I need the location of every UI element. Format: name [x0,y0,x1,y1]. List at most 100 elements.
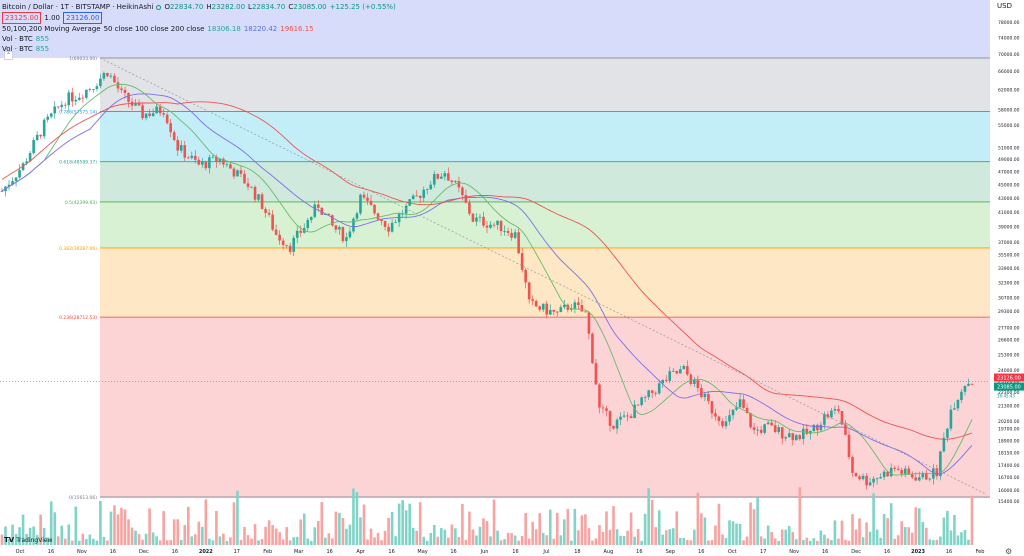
volume-bar [520,535,524,545]
x-axis-tick: 16 [48,549,54,555]
volume-bar [253,524,257,545]
y-axis-tick: 16000.00 [998,488,1020,494]
candle-body [893,467,896,469]
volume-bar [250,538,253,545]
volume-bar [844,539,847,545]
candle-body [99,78,102,87]
candle-body [717,416,721,422]
volume-legend-row-2[interactable]: Vol · BTC 855 [2,44,396,54]
volume-bar [338,512,341,545]
volume-bar [559,535,563,545]
candle-body [454,181,457,183]
volume-bar [383,530,387,545]
volume-bar [113,505,116,545]
volume-bar [524,512,527,545]
volume-bar [900,521,904,545]
fib-label: 0(15613.06) [69,495,97,501]
volume-bar [18,527,21,545]
ma-legend-row[interactable]: 50,100,200 Moving Average 50 close 100 c… [2,24,396,34]
candle-body [738,399,742,408]
candle-body [963,385,967,392]
tradingview-logo[interactable]: TV TradingView [4,536,52,544]
volume-bar [710,540,714,545]
volume-bar [123,509,127,545]
volume-value-1: 855 [35,35,50,43]
ma50-value: 18306.18 [207,25,241,33]
volume-bar [598,525,601,545]
buy-price-button[interactable]: 23126.00 [63,12,103,24]
candle-body [327,213,331,216]
candle-body [208,157,211,169]
y-axis-tick: 18900.00 [998,439,1020,445]
volume-bar [74,506,78,545]
candle-body [879,477,882,479]
candle-body [11,181,14,185]
ohlc-high: H23282.00 [206,3,246,11]
volume-legend-row-1[interactable]: Vol · BTC 855 [2,34,396,44]
volume-bar [717,503,721,545]
volume-bar [345,528,348,545]
fib-band-left [0,317,100,498]
volume-bar [496,530,499,545]
candle-body [197,159,201,165]
volume-bar [130,527,134,545]
ma-params: 50 close 100 close 200 close [103,25,205,33]
candle-body [612,425,615,429]
candle-body [250,186,253,188]
volume-bar [482,518,485,545]
volume-bar [682,538,686,545]
volume-bar [127,519,130,545]
candle-body [264,208,267,213]
sell-price-button[interactable]: 23125.00 [2,12,42,24]
collapse-legend-button[interactable]: ⌃ [4,51,13,60]
volume-bar [552,538,556,545]
candle-body [144,113,148,119]
volume-bar [566,508,570,545]
candle-body [215,156,218,162]
candle-body [742,399,745,408]
volume-bar [707,540,710,545]
candle-body [903,468,907,474]
volume-bar [475,535,478,545]
candle-body [390,222,394,232]
candle-body [468,202,471,214]
volume-bar [120,507,123,545]
gear-icon[interactable]: ⚙ [1005,547,1013,556]
x-axis-tick: 16 [326,549,332,555]
volume-bar [158,540,162,545]
volume-bar [422,536,426,545]
candle-body [299,230,303,233]
x-axis-tick: 16 [636,549,642,555]
volume-bar [429,532,433,545]
volume-bar [49,501,53,545]
x-axis-tick: 17 [234,549,240,555]
currency-label[interactable]: USD [997,2,1012,10]
candle-body [605,408,608,411]
volume-bar [11,524,14,545]
candle-body [222,158,225,165]
x-axis-tick: 16 [110,549,116,555]
candle-body [56,106,60,108]
volume-bar [587,528,591,545]
candle-body [176,140,180,151]
volume-bar [939,536,942,545]
y-axis-tick: 15400.00 [998,499,1020,505]
candle-body [678,369,682,374]
candle-body [555,311,559,313]
candle-body [362,194,366,198]
candle-body [292,237,296,252]
symbol-title[interactable]: Bitcoin / Dollar · 1T · BITSTAMP · Heiki… [2,3,154,11]
candle-body [334,225,338,230]
volume-bar [935,539,939,545]
volume-bar [432,524,436,545]
symbol-row: Bitcoin / Dollar · 1T · BITSTAMP · Heiki… [2,2,396,12]
volume-bar [513,535,517,545]
candle-body [260,194,264,209]
volume-bar [953,514,956,545]
volume-bar [548,509,552,545]
volume-bar [555,512,559,545]
ma100-value: 18220.42 [243,25,278,33]
y-axis-tick: 30700.00 [998,295,1020,301]
